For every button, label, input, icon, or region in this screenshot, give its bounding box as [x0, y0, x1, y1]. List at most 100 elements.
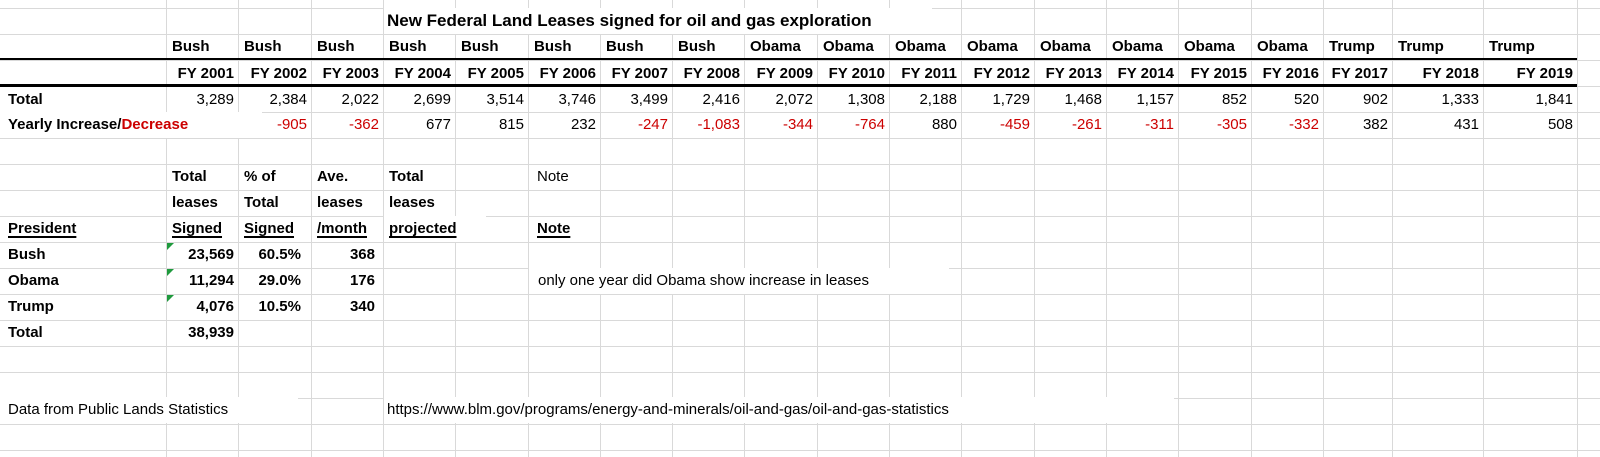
- cell-total-leases[interactable]: 3,514: [456, 87, 528, 113]
- cell-yearly-change[interactable]: -905: [239, 112, 311, 138]
- cell-president-name[interactable]: Trump: [1393, 34, 1483, 60]
- summary-row-pct-of-total[interactable]: 10.5%: [239, 294, 311, 320]
- summary-header-president[interactable]: President: [0, 216, 160, 242]
- cell-total-leases[interactable]: 1,333: [1393, 87, 1483, 113]
- cell-yearly-change[interactable]: -764: [818, 112, 889, 138]
- gridline: [0, 346, 1600, 347]
- cell-total-leases[interactable]: 902: [1324, 87, 1392, 113]
- summary-header-pct-1[interactable]: % of: [239, 164, 309, 190]
- cell-president-name[interactable]: Obama: [890, 34, 961, 60]
- summary-row-pct-of-total[interactable]: 29.0%: [239, 268, 311, 294]
- cell-president-name[interactable]: Obama: [1179, 34, 1251, 60]
- cell-yearly-change[interactable]: 232: [529, 112, 600, 138]
- cell-president-name[interactable]: Bush: [601, 34, 672, 60]
- cell-total-leases[interactable]: 520: [1252, 87, 1323, 113]
- cell-president-name[interactable]: Obama: [818, 34, 889, 60]
- cell-yearly-change[interactable]: -332: [1252, 112, 1323, 138]
- cell-total-leases[interactable]: 2,384: [239, 87, 311, 113]
- header-border-medium: [0, 58, 1577, 60]
- cell-total-leases[interactable]: 1,308: [818, 87, 889, 113]
- cell-yearly-change[interactable]: 815: [456, 112, 528, 138]
- summary-header-note-top[interactable]: Note: [529, 164, 599, 190]
- cell-president-name[interactable]: Bush: [456, 34, 528, 60]
- cell-yearly-change[interactable]: -362: [312, 112, 383, 138]
- summary-header-avg-2[interactable]: leases: [312, 190, 382, 216]
- cell-yearly-change[interactable]: -311: [1107, 112, 1178, 138]
- cell-president-name[interactable]: Bush: [312, 34, 383, 60]
- cell-yearly-change[interactable]: -247: [601, 112, 672, 138]
- summary-row-president[interactable]: Bush: [0, 242, 160, 268]
- cell-yearly-change[interactable]: 382: [1324, 112, 1392, 138]
- cell-yearly-change[interactable]: 677: [384, 112, 455, 138]
- cell-yearly-change[interactable]: -344: [745, 112, 817, 138]
- cell-president-name[interactable]: Bush: [239, 34, 311, 60]
- summary-row-avg-per-month[interactable]: 340: [312, 294, 383, 320]
- summary-row-president[interactable]: Obama: [0, 268, 160, 294]
- cell-yearly-change[interactable]: 508: [1484, 112, 1577, 138]
- cell-total-leases[interactable]: 1,729: [962, 87, 1034, 113]
- cell-total-leases[interactable]: 1,157: [1107, 87, 1178, 113]
- summary-header-pct-3[interactable]: Signed: [239, 216, 309, 242]
- gridline: [0, 450, 1600, 451]
- cell-total-leases[interactable]: 2,699: [384, 87, 455, 113]
- cell-president-name[interactable]: Obama: [962, 34, 1034, 60]
- cell-total-leases[interactable]: 2,022: [312, 87, 383, 113]
- data-source-label[interactable]: Data from Public Lands Statistics: [0, 397, 298, 423]
- header-border-thick: [0, 84, 1577, 87]
- summary-header-total-leases-1[interactable]: Total: [167, 164, 237, 190]
- cell-president-name[interactable]: Bush: [529, 34, 600, 60]
- gridline: [0, 320, 1600, 321]
- error-flag-icon: [167, 243, 174, 250]
- cell-president-name[interactable]: Bush: [167, 34, 238, 60]
- cell-total-leases[interactable]: 2,188: [890, 87, 961, 113]
- cell-president-name[interactable]: Bush: [673, 34, 744, 60]
- summary-note-obama[interactable]: only one year did Obama show increase in…: [529, 268, 949, 294]
- cell-yearly-change[interactable]: -261: [1035, 112, 1106, 138]
- cell-yearly-change[interactable]: -1,083: [673, 112, 744, 138]
- summary-header-projected-2[interactable]: leases: [384, 190, 454, 216]
- cell-yearly-change[interactable]: [167, 112, 238, 138]
- cell-total-leases[interactable]: 1,841: [1484, 87, 1577, 113]
- summary-total-label[interactable]: Total: [0, 320, 160, 346]
- summary-total-value[interactable]: 38,939: [167, 320, 238, 346]
- summary-header-projected-1[interactable]: Total: [384, 164, 454, 190]
- cell-president-name[interactable]: Trump: [1324, 34, 1392, 60]
- summary-header-avg-3[interactable]: /month: [312, 216, 382, 242]
- summary-row-total-signed[interactable]: 11,294: [167, 268, 238, 294]
- summary-row-total-signed[interactable]: 4,076: [167, 294, 238, 320]
- summary-header-total-leases-2[interactable]: leases: [167, 190, 237, 216]
- cell-president-name[interactable]: Trump: [1484, 34, 1577, 60]
- summary-row-avg-per-month[interactable]: 176: [312, 268, 383, 294]
- cell-total-leases[interactable]: 3,499: [601, 87, 672, 113]
- cell-yearly-change[interactable]: 880: [890, 112, 961, 138]
- summary-row-pct-of-total[interactable]: 60.5%: [239, 242, 311, 268]
- summary-row-avg-per-month[interactable]: 368: [312, 242, 383, 268]
- cell-total-leases[interactable]: 2,072: [745, 87, 817, 113]
- error-flag-icon: [167, 295, 174, 302]
- summary-header-note[interactable]: Note: [529, 216, 599, 242]
- gridline: [0, 372, 1600, 373]
- cell-yearly-change[interactable]: 431: [1393, 112, 1483, 138]
- summary-header-avg-1[interactable]: Ave.: [312, 164, 382, 190]
- cell-president-name[interactable]: Bush: [384, 34, 455, 60]
- cell-president-name[interactable]: Obama: [745, 34, 817, 60]
- cell-president-name[interactable]: Obama: [1252, 34, 1323, 60]
- cell-president-name[interactable]: Obama: [1035, 34, 1106, 60]
- data-source-url[interactable]: https://www.blm.gov/programs/energy-and-…: [384, 397, 1174, 423]
- summary-row-president[interactable]: Trump: [0, 294, 160, 320]
- cell-total-leases[interactable]: 2,416: [673, 87, 744, 113]
- cell-yearly-change[interactable]: -305: [1179, 112, 1251, 138]
- cell-total-leases[interactable]: 3,289: [167, 87, 238, 113]
- cell-president-name[interactable]: Obama: [1107, 34, 1178, 60]
- summary-row-total-signed[interactable]: 23,569: [167, 242, 238, 268]
- summary-header-pct-2[interactable]: Total: [239, 190, 309, 216]
- cell-total-leases[interactable]: 3,746: [529, 87, 600, 113]
- summary-header-projected-3[interactable]: projected: [384, 216, 486, 242]
- summary-header-total-leases-3[interactable]: Signed: [167, 216, 237, 242]
- lease-total-row-label[interactable]: Total: [0, 87, 160, 113]
- cell-total-leases[interactable]: 1,468: [1035, 87, 1106, 113]
- cell-total-leases[interactable]: 852: [1179, 87, 1251, 113]
- cell-yearly-change[interactable]: -459: [962, 112, 1034, 138]
- gridline: [1577, 0, 1578, 457]
- error-flag-icon: [167, 269, 174, 276]
